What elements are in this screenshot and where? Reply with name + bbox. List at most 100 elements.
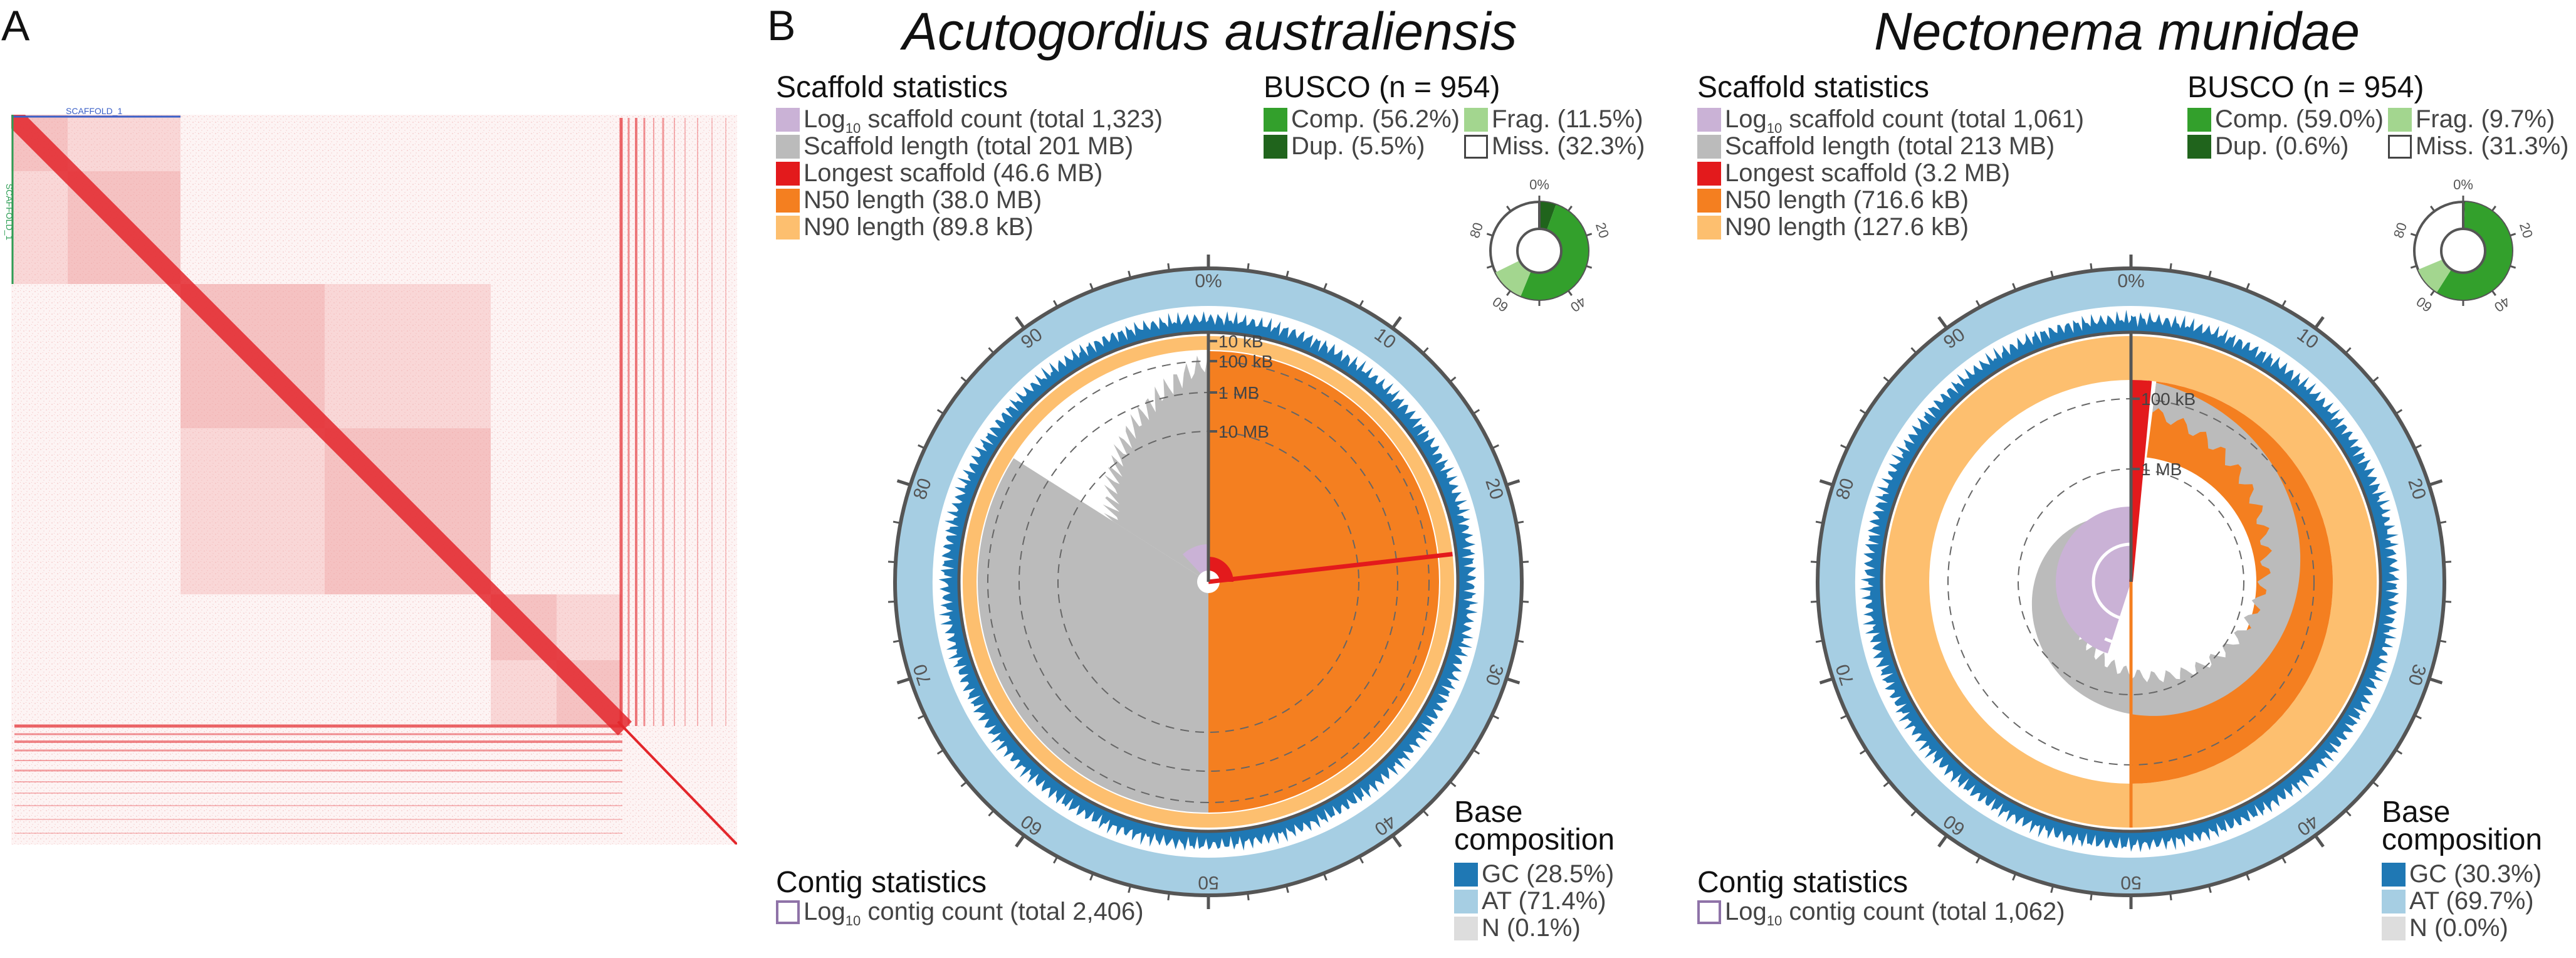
base-comp-title-line1-2: Base: [2382, 796, 2451, 829]
percent-tick: [2050, 270, 2055, 279]
hic-side-scaffold-label: SCAFFOLD_1: [4, 183, 15, 241]
species-name-1: Acutogordius australiensis: [903, 2, 1517, 61]
busco-frag-swatch-2: [2388, 108, 2412, 132]
log-count-spiral: [1182, 544, 1208, 582]
percent-tick: [893, 520, 901, 524]
hic-unplaced-rows: [14, 724, 622, 834]
percent-tick: [1422, 809, 1429, 817]
contig-swatch-2: [1697, 900, 1721, 924]
percent-tick: [1472, 749, 1480, 755]
percent-tick: [1053, 856, 1059, 864]
busco-miss-swatch-2: [2388, 135, 2412, 159]
percent-tick: [2395, 749, 2403, 755]
percent-tick: [1128, 885, 1132, 893]
scaffold-legend-label-pre: Log: [1725, 105, 1767, 133]
percent-tick: [1819, 479, 1834, 487]
scaffold-legend-label: Longest scaffold (46.6 MB): [804, 159, 1102, 191]
busco-tick: [2430, 290, 2436, 297]
percent-tick: [1391, 316, 1402, 329]
percent-tick: [936, 749, 945, 755]
scaffold-legend-label-pre: N90 length (89.8 kB): [804, 213, 1034, 241]
percent-tick: [2438, 520, 2447, 524]
scaffold-legend-label-pre: Longest scaffold (46.6 MB): [804, 159, 1103, 187]
percent-tick: [887, 600, 896, 603]
busco-frag-label-1: Frag. (11.5%): [1492, 105, 1643, 133]
scaffold-legend-swatch: [1697, 162, 1721, 186]
busco-segment: [2437, 202, 2512, 300]
busco-tick: [2410, 233, 2417, 237]
percent-tick: [1247, 263, 1250, 271]
percent-tick: [896, 677, 911, 685]
at-label-1: AT (71.4%): [1482, 887, 1606, 915]
busco-segment: [1495, 260, 1531, 297]
busco-frag-label-2: Frag. (9.7%): [2416, 105, 2555, 133]
percent-tick: [1937, 834, 1949, 848]
scaffold-legend-label-pre: Log: [804, 105, 846, 133]
scaffold-legend-label: N50 length (716.6 kB): [1725, 186, 1969, 218]
percent-tick: [1883, 781, 1890, 787]
hic-top-scaffold-label: SCAFFOLD_1: [66, 106, 123, 116]
scaffold-legend-swatch: [1697, 108, 1721, 132]
percent-tick: [2245, 873, 2250, 881]
scaffold-legend-label-sub: 10: [1766, 120, 1783, 136]
percent-tick: [1449, 781, 1457, 787]
gc-swatch-1: [1454, 863, 1478, 887]
panel-a-label: A: [1, 2, 30, 50]
busco-tick: [2491, 290, 2496, 297]
scaffold-length-sector: [978, 458, 1208, 813]
percent-tick: [960, 376, 968, 383]
busco-segment: [1521, 204, 1588, 300]
percent-tick: [1505, 479, 1521, 487]
scaffold-legend-swatch: [776, 135, 800, 159]
contig-label-pre-1: Log: [804, 898, 846, 925]
percent-tick: [2372, 376, 2379, 383]
longest-scaffold-line: [2129, 381, 2152, 582]
busco-tick: [1585, 233, 1593, 237]
percent-tick: [2372, 781, 2379, 787]
hic-unplaced-columns: [619, 118, 726, 726]
percent-tick: [2443, 600, 2452, 603]
contig-label-1: Log10 contig count (total 2,406): [804, 898, 1144, 929]
percent-tick: [2345, 347, 2352, 354]
percent-tick: [918, 444, 926, 450]
percent-tick: [1472, 409, 1480, 415]
percent-tick: [1285, 885, 1289, 893]
percent-tick: [1521, 600, 1529, 603]
percent-tick: [2281, 856, 2286, 864]
scaffold-legend-label: Scaffold length (total 213 MB): [1725, 132, 2055, 164]
percent-tick: [2313, 834, 2325, 848]
percent-tick: [1449, 376, 1457, 383]
percent-tick: [1815, 640, 1824, 643]
gc-swatch-2: [2382, 863, 2406, 887]
percent-tick: [1516, 640, 1524, 643]
contig-swatch-1: [776, 900, 800, 924]
at-label-2: AT (69.7%): [2409, 887, 2534, 915]
busco-frag-swatch-1: [1464, 108, 1488, 132]
percent-tick: [2428, 677, 2443, 685]
n-swatch-2: [2382, 917, 2406, 940]
busco-comp-swatch-1: [1264, 108, 1287, 132]
panel-b-label: B: [767, 2, 796, 50]
percent-tick: [1422, 347, 1429, 354]
scaffold-legend-label-pre: Longest scaffold (3.2 MB): [1725, 159, 2011, 187]
scale-label: 100 kB: [1218, 352, 1273, 371]
scaffold-legend-swatch: [1697, 135, 1721, 159]
scaffold-legend-label-pre: Scaffold length (total 213 MB): [1725, 132, 2055, 160]
scaffold-legend-label: N50 length (38.0 MB): [804, 186, 1042, 218]
percent-tick: [1053, 300, 1059, 308]
busco-tick-label: 20: [1593, 221, 1612, 240]
percent-tick-label: 50: [2120, 872, 2141, 893]
scaffold-legend-swatch: [776, 216, 800, 239]
percent-tick: [1358, 856, 1364, 864]
percent-tick: [2313, 316, 2325, 329]
busco-miss-label-2: Miss. (31.3%): [2416, 132, 2569, 160]
scaffold-legend-label: Log10 scaffold count (total 1,323): [804, 105, 1163, 137]
percent-tick: [1491, 714, 1499, 720]
percent-tick: [2245, 283, 2250, 291]
percent-tick: [1910, 347, 1917, 354]
percent-tick: [960, 781, 968, 787]
percent-tick: [1167, 892, 1170, 901]
